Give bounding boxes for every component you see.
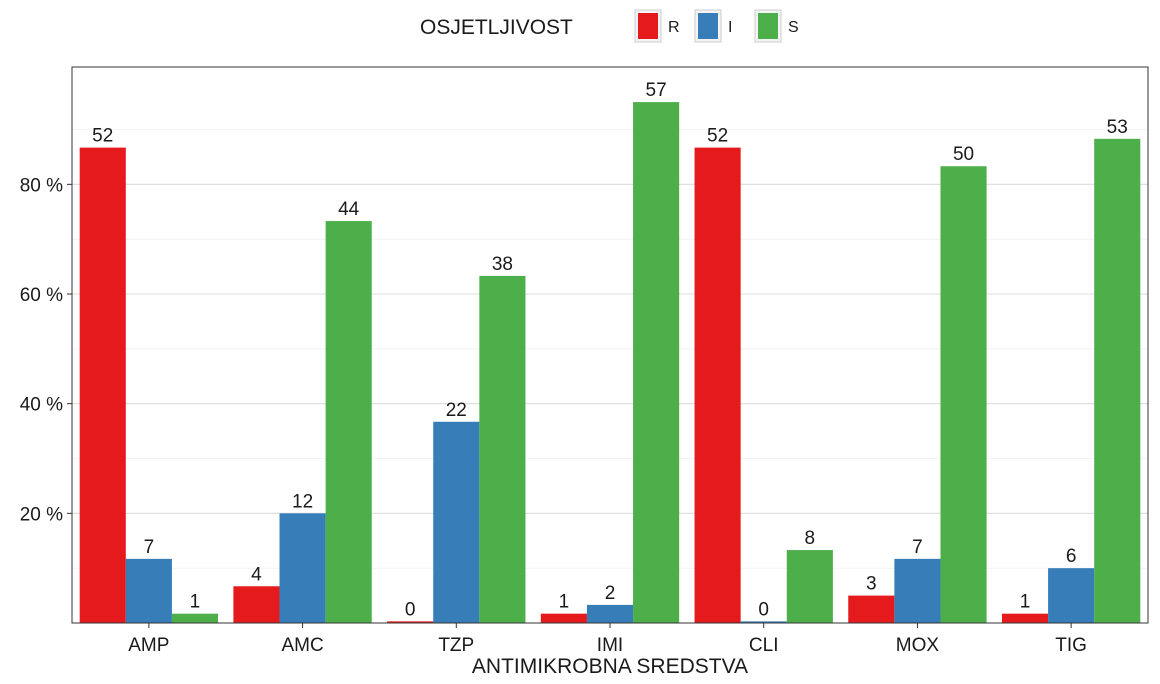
bar-S-TIG	[1094, 138, 1141, 623]
bar-I-AMP	[125, 558, 172, 623]
data-label-R-CLI: 52	[707, 126, 728, 147]
x-tick-label: CLI	[749, 635, 779, 656]
bar-R-TIG	[1001, 613, 1049, 623]
data-label-I-TZP: 22	[446, 400, 467, 421]
legend-swatch-I	[698, 13, 718, 39]
legend: OSJETLJIVOST R I S	[420, 9, 799, 43]
bar-R-IMI	[540, 613, 587, 623]
legend-label-S: S	[788, 19, 799, 36]
x-tick-label: TZP	[438, 635, 474, 656]
x-tick-label: TIG	[1055, 635, 1087, 656]
legend-swatch-R	[638, 13, 658, 39]
data-label-I-CLI: 0	[758, 599, 769, 620]
data-label-I-AMP: 7	[144, 537, 155, 558]
data-label-R-AMC: 4	[251, 564, 262, 585]
data-label-R-TZP: 0	[405, 599, 416, 620]
x-tick-label: AMC	[281, 635, 323, 656]
y-tick-label: 80 %	[20, 175, 63, 196]
x-tick-label: MOX	[896, 635, 940, 656]
bar-S-MOX	[940, 166, 987, 623]
data-label-R-TIG: 1	[1020, 592, 1031, 613]
data-label-I-TIG: 6	[1066, 546, 1077, 567]
bar-R-AMC	[233, 586, 280, 623]
legend-swatch-S	[758, 13, 778, 39]
x-tick-label: AMP	[128, 635, 169, 656]
legend-label-I: I	[728, 19, 732, 36]
bar-R-TZP	[387, 621, 434, 623]
data-label-S-CLI: 8	[805, 528, 816, 549]
legend-title: OSJETLJIVOST	[420, 16, 573, 39]
data-label-I-AMC: 12	[292, 491, 313, 512]
bar-I-IMI	[586, 604, 634, 623]
bar-S-TZP	[479, 275, 526, 623]
legend-label-R: R	[668, 19, 680, 36]
data-label-S-MOX: 50	[953, 144, 974, 165]
bar-I-TZP	[433, 421, 480, 623]
data-label-R-AMP: 52	[92, 126, 113, 147]
bar-I-MOX	[894, 558, 941, 623]
y-tick-label: 60 %	[20, 285, 63, 306]
data-label-I-IMI: 2	[605, 583, 616, 604]
bar-I-AMC	[279, 513, 326, 623]
bar-S-CLI	[786, 550, 833, 623]
y-tick-label: 40 %	[20, 395, 63, 416]
bar-R-AMP	[79, 147, 126, 623]
x-axis: AMP AMC TZP IMI CLI MOX TIG	[128, 623, 1087, 656]
bar-S-IMI	[633, 102, 680, 623]
data-label-S-TZP: 38	[492, 254, 513, 275]
bar-R-MOX	[848, 595, 895, 623]
data-label-S-IMI: 57	[646, 80, 667, 101]
bars	[79, 102, 1141, 623]
x-tick-label: IMI	[597, 635, 623, 656]
data-label-S-AMC: 44	[338, 199, 360, 220]
data-label-S-AMP: 1	[190, 592, 201, 613]
bar-I-CLI	[740, 621, 787, 623]
bar-R-CLI	[694, 147, 741, 623]
data-label-R-MOX: 3	[866, 574, 877, 595]
bar-S-AMC	[325, 221, 372, 623]
data-label-R-IMI: 1	[559, 592, 570, 613]
y-tick-label: 20 %	[20, 504, 63, 525]
data-label-S-TIG: 53	[1107, 117, 1128, 138]
bar-S-AMP	[171, 613, 219, 623]
x-axis-title: ANTIMIKROBNA SREDSTVA	[472, 655, 748, 678]
data-label-I-MOX: 7	[912, 537, 923, 558]
y-axis: 20 % 40 % 60 % 80 %	[20, 175, 72, 525]
bar-I-TIG	[1048, 568, 1095, 623]
